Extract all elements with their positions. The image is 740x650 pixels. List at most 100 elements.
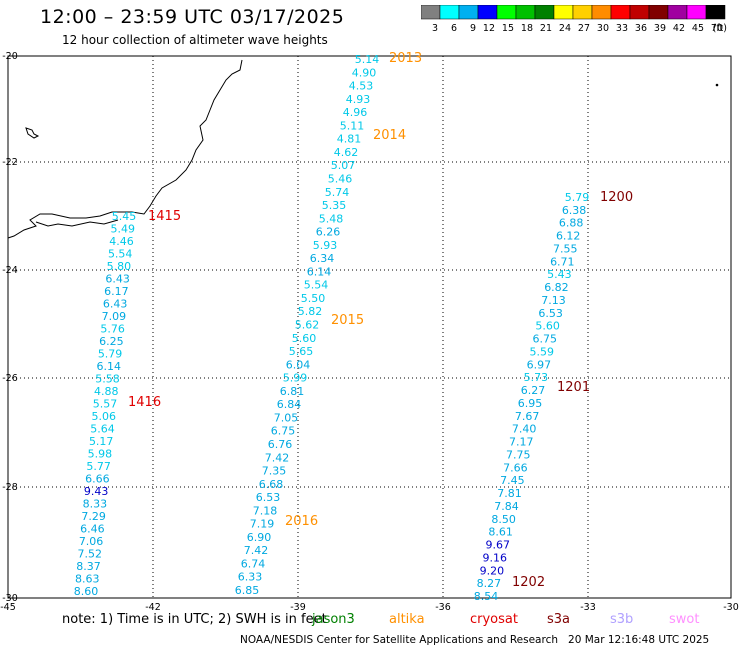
satellite-legend-swot: swot [669, 612, 700, 627]
satellite-tracks: 5.455.494.465.545.806.436.176.437.095.76… [74, 51, 633, 603]
wave-height-value: 6.46 [80, 523, 105, 536]
wave-height-value: 6.53 [256, 491, 281, 504]
wave-height-value: 5.62 [295, 319, 320, 332]
colorbar-label: 6 [451, 23, 457, 34]
wave-height-value: 4.81 [337, 133, 362, 146]
note-text: note: 1) Time is in UTC; 2) SWH is in fe… [62, 612, 327, 627]
colorbar-unit: (ft) [713, 23, 727, 34]
wave-height-value: 5.48 [319, 212, 344, 225]
page-title: 12:00 – 23:59 UTC 03/17/2025 [40, 6, 345, 28]
wave-height-value: 5.76 [100, 323, 125, 336]
colorbar-swatch-70 [705, 5, 726, 20]
lat-tick-label: -30 [2, 593, 18, 604]
wave-height-value: 6.81 [280, 385, 305, 398]
wave-height-value: 5.60 [292, 332, 317, 345]
wave-height-value: 5.07 [331, 159, 356, 172]
wave-height-value: 6.26 [316, 226, 341, 239]
lon-tick-label: -39 [290, 602, 306, 613]
coastline [7, 59, 243, 239]
footer-credit-text: NOAA/NESDIS Center for Satellite Applica… [240, 634, 558, 646]
wave-height-value: 5.14 [355, 53, 380, 66]
wave-height-value: 5.11 [340, 119, 365, 132]
wave-height-value: 5.54 [304, 279, 329, 292]
wave-height-value: 4.93 [346, 93, 371, 106]
wave-height-value: 7.75 [506, 448, 531, 461]
wave-height-value: 4.96 [343, 106, 368, 119]
colorbar-label: 9 [470, 23, 476, 34]
wave-height-value: 7.42 [244, 544, 269, 557]
wave-height-value: 8.54 [474, 590, 499, 603]
wave-height-value: 7.09 [102, 310, 127, 323]
satellite-legend-s3b: s3b [610, 612, 634, 627]
lat-tick-label: -20 [2, 51, 18, 62]
wave-height-value: 5.57 [93, 398, 118, 411]
wave-height-value: 7.67 [515, 410, 540, 423]
wave-height-value: 6.17 [104, 285, 129, 298]
wave-height-value: 7.17 [509, 436, 534, 449]
wave-height-value: 6.43 [103, 298, 128, 311]
wave-height-value: 5.77 [86, 460, 111, 473]
wave-height-value: 8.50 [491, 513, 516, 526]
wave-height-value: 6.97 [527, 358, 552, 371]
wave-height-value: 5.64 [90, 423, 115, 436]
wave-height-value: 7.55 [553, 242, 578, 255]
wave-height-value: 6.71 [550, 255, 575, 268]
footer-timestamp: 20 Mar 12:16:48 UTC 2025 [568, 634, 710, 646]
wave-height-value: 7.40 [512, 423, 537, 436]
wave-height-value: 9.67 [485, 539, 510, 552]
wave-height-value: 8.63 [75, 573, 100, 586]
wave-height-value: 6.68 [259, 478, 284, 491]
colorbar-label: 24 [559, 23, 571, 34]
wave-height-value: 4.46 [109, 235, 134, 248]
wave-height-value: 7.45 [500, 474, 525, 487]
map-frame [7, 55, 732, 599]
wave-height-value: 5.59 [530, 345, 555, 358]
wave-height-value: 7.66 [503, 461, 528, 474]
wave-height-value: 6.33 [238, 571, 263, 584]
wave-height-value: 7.06 [79, 535, 104, 548]
wave-height-value: 6.27 [521, 384, 546, 397]
wave-height-value: 9.16 [483, 551, 508, 564]
wave-height-value: 6.38 [562, 204, 587, 217]
wave-height-value: 7.19 [250, 518, 275, 531]
page-subtitle: 12 hour collection of altimeter wave hei… [62, 33, 328, 47]
lat-tick-label: -26 [2, 373, 18, 384]
lat-tick-label: -28 [2, 482, 18, 493]
wave-height-value: 4.53 [349, 80, 374, 93]
wave-height-value: 7.81 [497, 487, 522, 500]
wave-height-value: 6.12 [556, 230, 581, 243]
wave-height-value: 8.61 [488, 526, 513, 539]
satellite-legend-s3a: s3a [547, 612, 571, 627]
pass-time-label: 1202 [512, 575, 545, 590]
wave-height-value: 6.14 [307, 265, 332, 278]
wave-height-value: 4.90 [352, 66, 377, 79]
colorbar-label: 36 [635, 23, 647, 34]
coastline-lagoon [35, 219, 119, 227]
wave-height-value: 6.34 [310, 252, 335, 265]
pass-time-label: 1416 [128, 395, 161, 410]
wave-height-value: 6.74 [241, 557, 266, 570]
wave-height-value: 6.25 [99, 335, 124, 348]
island-marker [25, 127, 40, 139]
wave-height-value: 6.43 [105, 273, 130, 286]
footer-credit: NOAA/NESDIS Center for Satellite Applica… [240, 634, 709, 646]
satellite-legend-altika: altika [389, 612, 425, 627]
colorbar-label: 70 [711, 23, 723, 34]
lon-tick-label: -45 [0, 602, 16, 613]
wave-height-value: 6.76 [268, 438, 293, 451]
colorbar-label: 45 [692, 23, 704, 34]
wave-height-value: 8.27 [477, 577, 502, 590]
wave-height-value: 9.43 [84, 485, 109, 498]
wave-height-value: 5.58 [95, 373, 120, 386]
wave-height-value: 5.46 [328, 172, 353, 185]
wave-height-value: 8.60 [74, 585, 99, 598]
wave-height-value: 8.37 [76, 560, 101, 573]
wave-height-value: 6.75 [271, 425, 296, 438]
wave-height-value: 5.98 [88, 448, 113, 461]
lat-tick-label: -24 [2, 265, 18, 276]
wave-height-value: 5.49 [110, 223, 135, 236]
wave-height-value: 5.80 [107, 260, 132, 273]
wave-height-value: 5.45 [112, 210, 137, 223]
axis-tick-labels: -45 -42 -39 -36 -33 -30 -20 -22 -24 -26 -28 -30 [0, 51, 739, 613]
